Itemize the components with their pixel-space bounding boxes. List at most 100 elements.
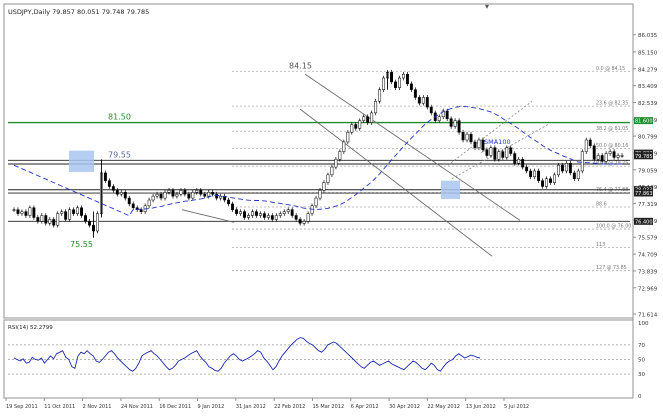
price-flag-box <box>634 217 653 225</box>
time-tick-label: 2 Nov 2011 <box>83 404 112 410</box>
candle-body <box>549 178 552 183</box>
candle-body <box>592 145 596 160</box>
candle-body <box>175 193 179 197</box>
price-tick-label: 72.969 <box>638 286 658 292</box>
candle-body <box>191 192 195 199</box>
descending-channel-lower <box>299 108 493 257</box>
candle-body <box>429 106 433 114</box>
candle-body <box>358 120 362 129</box>
candle-body <box>179 190 183 195</box>
candle-body <box>469 133 473 143</box>
descending-channel-upper <box>304 73 521 221</box>
rsi-indicator[interactable]: RSI(14) 52.2799 100 70 50 30 0 <box>8 321 649 400</box>
fib-level-label: 88.6 <box>596 201 607 207</box>
candle-body <box>127 197 131 205</box>
candle-body <box>32 207 36 218</box>
candle-body <box>167 190 171 193</box>
price-flag-label: 79.785 <box>635 154 653 160</box>
candle-body <box>310 205 314 214</box>
time-tick-label: 15 Mar 2012 <box>312 404 344 410</box>
rsi-tick-label: 100 <box>638 321 649 327</box>
candle-body <box>354 124 358 129</box>
price-tick-label: 84.279 <box>638 67 658 73</box>
candle-body <box>616 155 620 158</box>
fib-level-label: 23.6 @ 82.35 <box>596 101 628 107</box>
candle-body <box>525 166 529 172</box>
candle-body <box>215 193 219 199</box>
ascending-channel-upper <box>447 100 533 166</box>
sma-label: SMA100 <box>484 138 511 146</box>
candle-body <box>394 81 397 88</box>
fib-level-label: 100.0 @ 76.00 <box>596 224 631 230</box>
candle-body <box>413 89 417 98</box>
time-tick-label: 16 Dec 2011 <box>159 404 191 410</box>
sma-100-polyline <box>13 106 622 217</box>
candle-body <box>151 195 155 201</box>
candle-body <box>560 164 564 172</box>
candle-body <box>437 116 441 121</box>
candle-body <box>596 155 600 160</box>
candle-body <box>36 217 40 222</box>
candle-body <box>195 190 199 193</box>
candle-body <box>250 211 254 216</box>
candle-body <box>553 174 556 183</box>
candle-body <box>473 141 477 148</box>
candle-body <box>72 209 76 214</box>
rsi-panel-frame <box>3 319 634 399</box>
candle-body <box>441 110 445 118</box>
candle-body <box>489 147 493 156</box>
candle-body <box>286 209 290 212</box>
candle-body <box>48 219 52 224</box>
rsi-line <box>13 337 481 372</box>
candle-body <box>266 215 270 218</box>
candle-body <box>64 211 68 220</box>
candle-body <box>231 203 235 210</box>
highlight-boxes <box>69 150 460 200</box>
candle-body <box>449 118 453 127</box>
price-axis: 86.03585.15084.27983.40982.53981.66980.7… <box>633 33 658 319</box>
time-tick-label: 22 Feb 2012 <box>274 404 305 410</box>
low-label: 75.55 <box>70 240 93 249</box>
price-panel-frame <box>3 3 634 319</box>
candle-body <box>183 190 187 195</box>
candle-body <box>171 190 175 197</box>
candle-body <box>322 182 326 191</box>
candle-body <box>20 211 24 214</box>
price-tick-label: 80.799 <box>638 135 658 141</box>
price-tick-label: 77.319 <box>638 202 658 208</box>
candle-body <box>227 199 231 205</box>
price-tick-label: 75.579 <box>638 236 658 242</box>
window-mark: ▾ <box>485 2 489 11</box>
price-tick-label: 82.539 <box>638 101 658 107</box>
candle-body <box>612 151 616 158</box>
annotations: 84.15 75.55 81.50 79.55 SMA100 <box>70 61 511 249</box>
candle-body <box>274 215 278 220</box>
candle-body <box>509 147 513 154</box>
price-tick-label: 85.150 <box>638 50 658 56</box>
fib-level-label: 127 @ 73.85 <box>596 265 627 271</box>
candle-body <box>425 97 429 108</box>
price-tick-label: 71.614 <box>638 313 658 319</box>
candle-body <box>445 110 449 119</box>
highlight-box-channel-break <box>441 180 460 200</box>
candle-body <box>76 207 80 214</box>
candle-body <box>203 193 207 197</box>
candle-body <box>24 211 28 216</box>
candle-body <box>402 73 405 79</box>
price-tick-label: 83.409 <box>638 84 658 90</box>
candle-body <box>568 162 572 174</box>
candle-body <box>139 209 143 212</box>
sma-100-line[interactable] <box>13 106 622 217</box>
candle-body <box>620 155 624 157</box>
candle-body <box>56 213 60 226</box>
time-axis: 19 Sep 2011 11 Oct 2011 2 Nov 2011 24 Nov 2… <box>5 398 529 410</box>
candles <box>12 69 624 238</box>
candle-body <box>318 190 322 199</box>
candle-body <box>306 213 310 222</box>
candle-body <box>405 73 409 85</box>
time-tick-label: 30 Apr 2012 <box>389 404 420 410</box>
candle-body <box>147 199 151 207</box>
